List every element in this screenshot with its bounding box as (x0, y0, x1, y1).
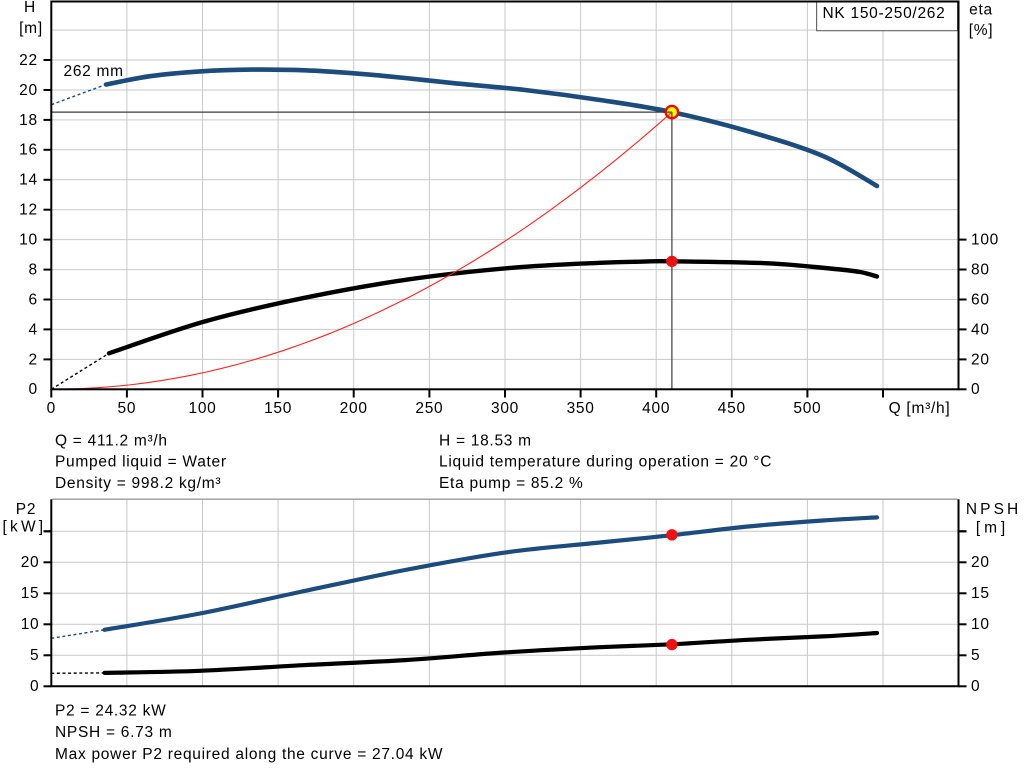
svg-text:200: 200 (340, 400, 368, 417)
svg-text:H = 18.53 m: H = 18.53 m (439, 432, 532, 449)
svg-text:40: 40 (971, 321, 990, 338)
svg-text:[kW]: [kW] (3, 518, 47, 535)
svg-text:NK 150-250/262: NK 150-250/262 (823, 5, 946, 22)
svg-text:Q = 411.2 m³/h: Q = 411.2 m³/h (55, 432, 168, 449)
svg-text:5: 5 (971, 647, 980, 664)
svg-text:100: 100 (971, 232, 999, 249)
svg-text:NPSH: NPSH (966, 501, 1021, 518)
svg-text:60: 60 (971, 291, 990, 308)
svg-text:0: 0 (47, 400, 56, 417)
svg-text:20: 20 (21, 554, 40, 571)
svg-text:Eta pump = 85.2 %: Eta pump = 85.2 % (439, 475, 584, 492)
svg-text:14: 14 (19, 172, 38, 189)
svg-text:250: 250 (415, 400, 443, 417)
svg-text:P2: P2 (16, 501, 36, 518)
svg-text:0: 0 (971, 381, 980, 398)
svg-text:2: 2 (28, 351, 37, 368)
svg-text:NPSH = 6.73 m: NPSH = 6.73 m (55, 724, 172, 741)
svg-text:100: 100 (188, 400, 216, 417)
svg-text:Q [m³/h]: Q [m³/h] (889, 400, 951, 417)
svg-text:16: 16 (19, 142, 38, 159)
svg-text:80: 80 (971, 261, 990, 278)
svg-text:300: 300 (491, 400, 519, 417)
svg-text:400: 400 (642, 400, 670, 417)
svg-text:20: 20 (19, 82, 38, 99)
svg-text:Pumped liquid = Water: Pumped liquid = Water (55, 454, 227, 471)
svg-text:20: 20 (971, 554, 990, 571)
svg-text:P2 = 24.32 kW: P2 = 24.32 kW (55, 702, 166, 719)
svg-text:H: H (24, 0, 36, 16)
svg-text:10: 10 (971, 616, 990, 633)
svg-text:15: 15 (971, 585, 990, 602)
svg-text:Density = 998.2 kg/m³: Density = 998.2 kg/m³ (55, 475, 221, 492)
svg-text:18: 18 (19, 112, 38, 129)
svg-text:450: 450 (718, 400, 746, 417)
svg-text:[%]: [%] (969, 22, 994, 39)
svg-text:150: 150 (264, 400, 292, 417)
svg-text:0: 0 (28, 381, 37, 398)
svg-text:12: 12 (19, 202, 38, 219)
svg-text:10: 10 (21, 616, 40, 633)
svg-text:500: 500 (793, 400, 821, 417)
svg-text:0: 0 (971, 678, 980, 695)
svg-text:350: 350 (567, 400, 595, 417)
svg-text:0: 0 (30, 678, 39, 695)
svg-text:22: 22 (19, 52, 38, 69)
svg-text:50: 50 (118, 400, 137, 417)
svg-text:8: 8 (28, 262, 37, 279)
svg-text:Max power P2 required along th: Max power P2 required along the curve = … (55, 746, 443, 763)
svg-text:10: 10 (19, 232, 38, 249)
svg-text:6: 6 (28, 291, 37, 308)
svg-text:[m]: [m] (19, 20, 43, 37)
svg-text:262 mm: 262 mm (64, 63, 124, 80)
svg-text:Liquid temperature during oper: Liquid temperature during operation = 20… (439, 454, 772, 471)
svg-text:eta: eta (969, 2, 993, 19)
svg-text:15: 15 (21, 585, 40, 602)
svg-text:4: 4 (28, 321, 37, 338)
svg-text:20: 20 (971, 351, 990, 368)
svg-text:5: 5 (30, 647, 39, 664)
svg-text:[m]: [m] (976, 520, 1009, 537)
